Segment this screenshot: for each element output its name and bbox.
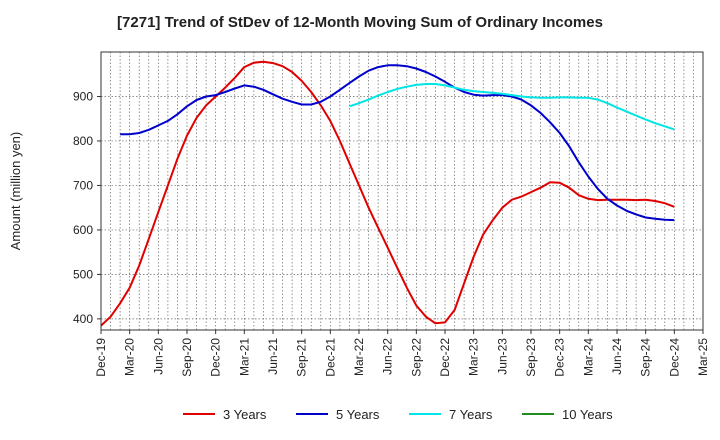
x-tick-label: Sep-23 (524, 338, 538, 377)
y-tick-label: 800 (73, 134, 93, 148)
x-tick-label: Sep-20 (180, 338, 194, 377)
legend-label-7-years: 7 Years (449, 407, 493, 422)
x-tick-label: Mar-25 (696, 338, 710, 376)
x-tick-label: Mar-21 (237, 338, 251, 376)
y-tick-label: 500 (73, 267, 93, 281)
x-tick-label: Mar-24 (581, 338, 595, 376)
x-tick-label: Dec-22 (438, 338, 452, 377)
y-tick-label: 700 (73, 178, 93, 192)
legend-label-10-years: 10 Years (562, 407, 613, 422)
x-tick-label: Sep-22 (409, 338, 423, 377)
series-line-3-years (100, 60, 675, 327)
grid (100, 52, 704, 330)
y-tick-label: 400 (73, 312, 93, 326)
y-tick-label: 900 (73, 89, 93, 103)
x-tick-label: Mar-20 (123, 338, 137, 376)
x-tick-label: Mar-23 (467, 338, 481, 376)
series-line-7-years (349, 83, 675, 131)
x-tick-label: Jun-21 (266, 338, 280, 375)
x-tick-label: Mar-22 (352, 338, 366, 376)
series-line-5-years (120, 64, 675, 222)
x-tick-label: Dec-21 (323, 338, 337, 377)
y-axis-title: Amount (million yen) (8, 132, 23, 251)
x-tick-label: Dec-19 (94, 338, 108, 377)
x-tick-label: Jun-23 (495, 338, 509, 375)
x-tick-label: Jun-24 (610, 338, 624, 375)
axis-ticks: 400 500 600 700 800 900 Dec-19 Mar-20 Jun-20 Sep-… (73, 89, 710, 376)
legend-label-3-years: 3 Years (223, 407, 267, 422)
chart-title: [7271] Trend of StDev of 12-Month Moving… (117, 14, 603, 31)
legend-label-5-years: 5 Years (336, 407, 380, 422)
legend: 3 Years 5 Years 7 Years 10 Years (183, 407, 613, 422)
x-tick-label: Dec-20 (209, 338, 223, 377)
x-tick-label: Sep-24 (639, 338, 653, 377)
series-lines (100, 60, 675, 327)
plot-frame (100, 51, 704, 331)
x-tick-label: Sep-21 (295, 338, 309, 377)
x-tick-label: Dec-24 (667, 338, 681, 377)
x-tick-label: Dec-23 (553, 338, 567, 377)
x-tick-label: Jun-20 (151, 338, 165, 375)
x-tick-label: Jun-22 (381, 338, 395, 375)
y-tick-label: 600 (73, 223, 93, 237)
